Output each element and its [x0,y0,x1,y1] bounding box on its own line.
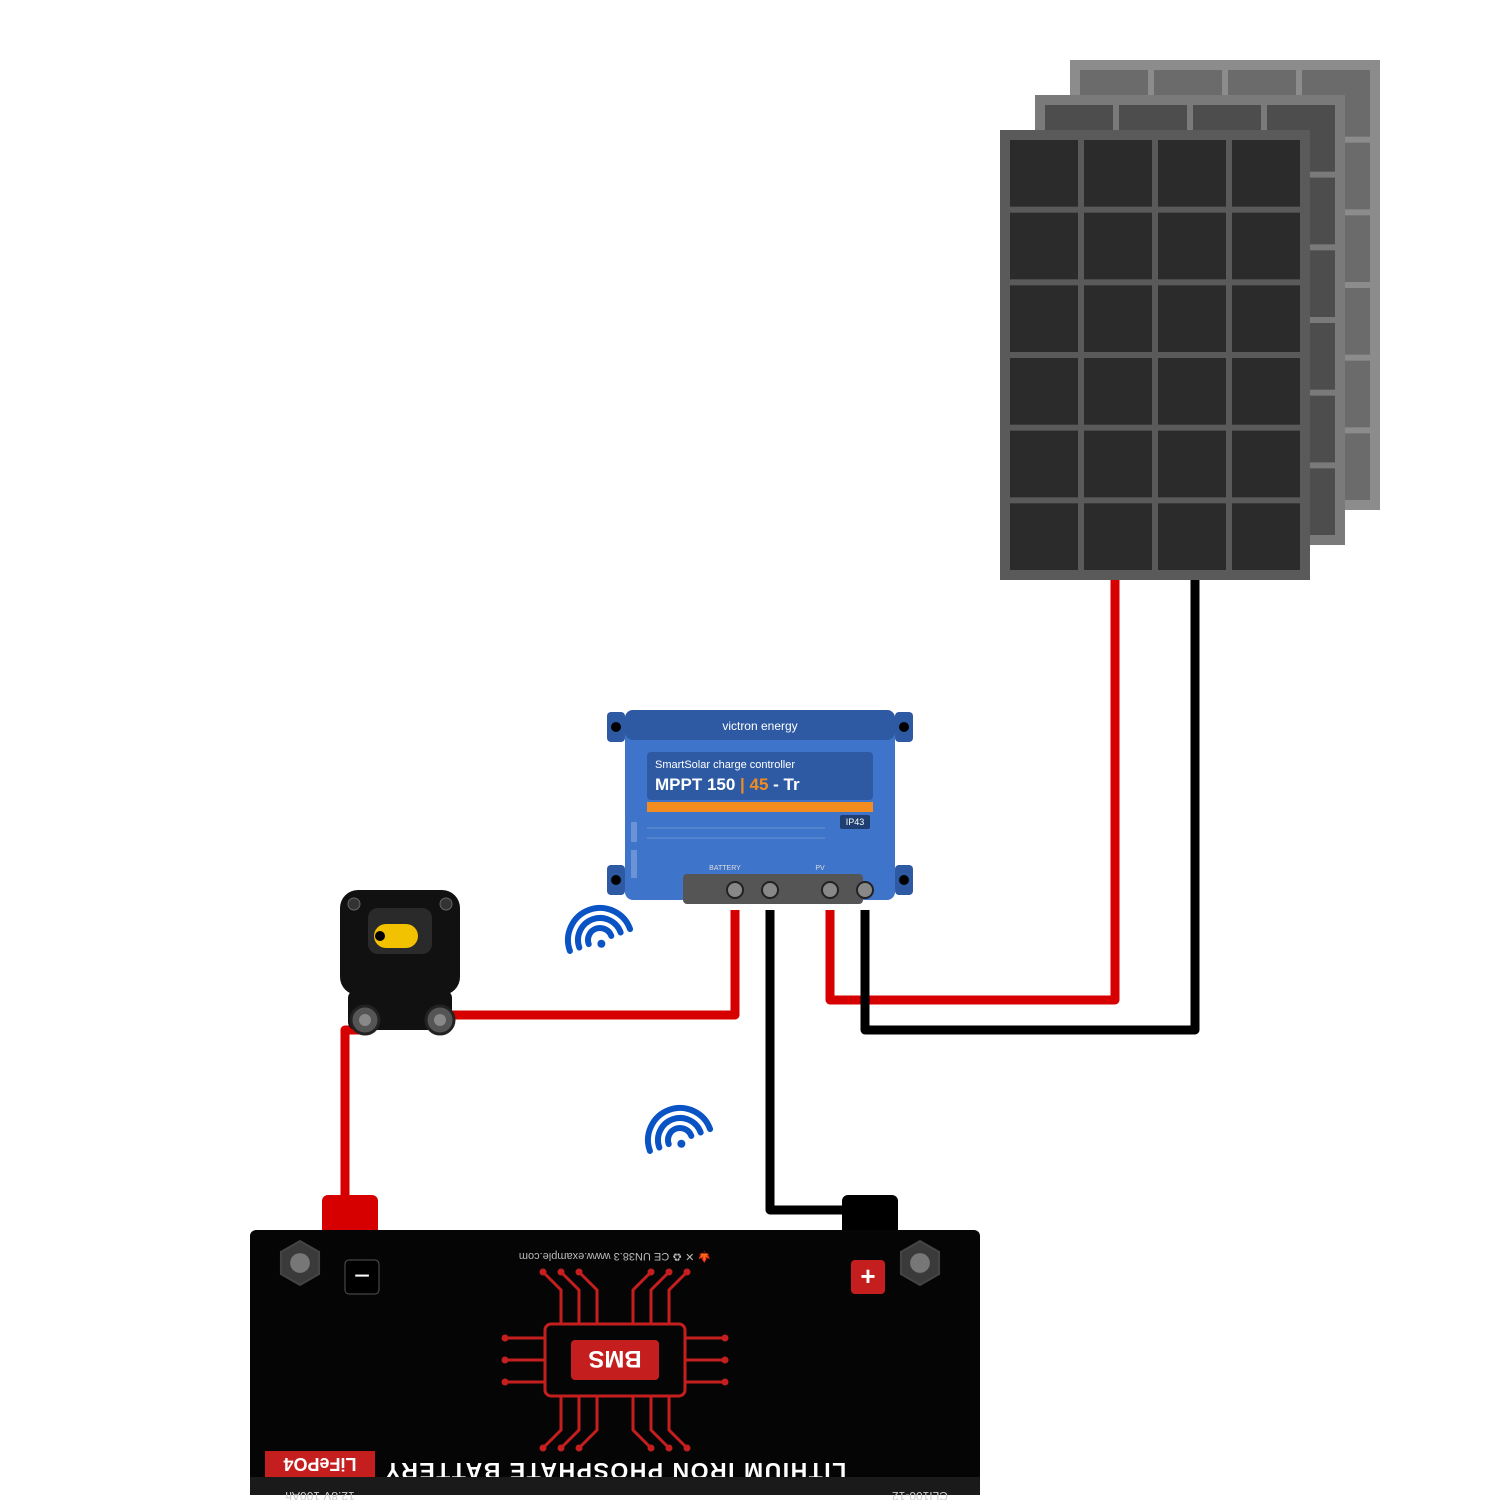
controller-ip: IP43 [846,817,865,827]
svg-text:BATTERY: BATTERY [709,865,741,872]
wire-pv-neg [865,580,1195,1030]
controller-line1: SmartSolar charge controller [655,759,795,771]
controller-model: MPPT 150 | 45 - Tr [655,775,800,794]
battery-model: CLI100-12 [892,1489,948,1500]
wifi-icon [639,1099,713,1158]
battery: −+🍁 ✕ ♻ CE UN38.3 www.example.comBMSLITH… [250,1195,980,1500]
svg-text:🍁 ✕ ♻ CE UN38.3: 🍁 ✕ ♻ CE UN38.3 www.example.com [519,1250,711,1263]
mppt-controller: victron energy SmartSolar charge controll… [607,710,913,904]
svg-text:victron energy: victron energy [722,719,797,733]
battery-neg-label: − [354,1260,370,1291]
wifi-icon [559,899,633,958]
solar-panel [1000,130,1310,580]
wire-ctrl-breaker [452,910,735,1015]
battery-spec: 12.8V 100Ah [285,1489,354,1500]
battery-pos-label: + [860,1261,875,1291]
circuit-breaker [340,890,460,1034]
battery-bms-label: BMS [588,1345,641,1372]
svg-text:PV: PV [815,865,825,872]
wire-ctrl-batt-neg [770,910,870,1225]
battery-chem: LiFePO4 [283,1454,356,1474]
